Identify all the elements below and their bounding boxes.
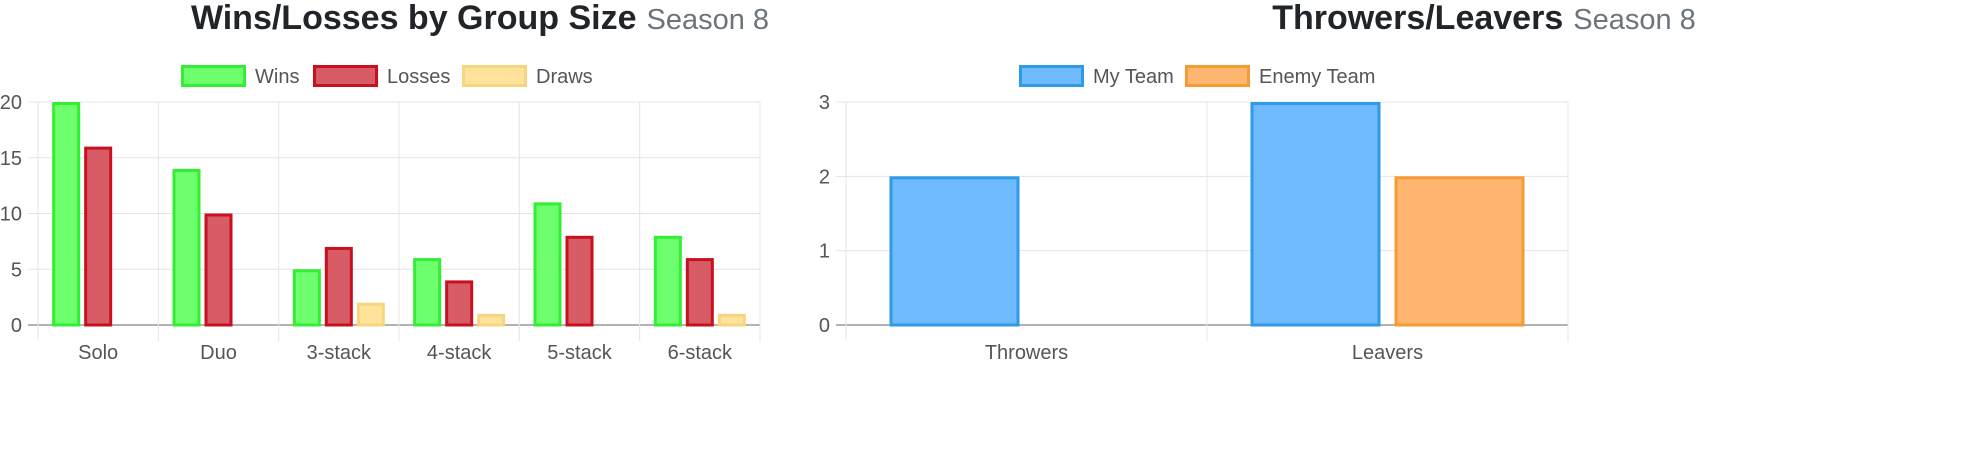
chart-heading: Throwers/Leavers Season 8	[1000, 0, 1968, 43]
x-tick-label-solo: Solo	[78, 342, 118, 364]
bar-losses-solo	[84, 146, 113, 327]
y-tick-label: 0	[11, 315, 22, 337]
throwers-leavers-bar-chart: 0 1 2 3 Throwers Leavers My Team Enemy Team	[819, 65, 1569, 364]
chart-panel-group-size: Wins/Losses by Group Size Season 8 0 5 10 15…	[0, 0, 960, 450]
bar-losses-3-stack	[324, 246, 353, 327]
chart-subtitle: Season 8	[1573, 4, 1696, 36]
y-tick-label: 15	[0, 148, 22, 170]
x-tick-label-throwers: Throwers	[985, 342, 1068, 364]
y-tick-label: 10	[0, 204, 22, 226]
legend-swatch-enemy-team	[1185, 65, 1250, 87]
legend-swatch-draws	[462, 65, 527, 87]
bar-losses-duo	[204, 213, 233, 327]
legend-label-draws: Draws	[536, 66, 593, 88]
bar-wins-3-stack	[292, 269, 321, 327]
y-tick-label: 20	[0, 92, 22, 114]
bar-my-team-leavers	[1250, 102, 1381, 327]
legend-swatch-losses	[313, 65, 378, 87]
chart-panel-throwers-leavers: Throwers/Leavers Season 8 0 1 2 3 Throwers Lea…	[819, 0, 1968, 450]
chart-heading: Wins/Losses by Group Size Season 8	[0, 0, 960, 43]
y-tick-label: 2	[819, 166, 830, 188]
y-tick-label: 1	[819, 241, 830, 263]
x-tick-label-6-stack: 6-stack	[668, 342, 733, 364]
y-tick-label: 5	[11, 259, 22, 281]
legend-label-enemy-team: Enemy Team	[1259, 66, 1375, 88]
bar-draws-4-stack	[477, 313, 506, 327]
bar-losses-6-stack	[685, 258, 714, 327]
bar-draws-3-stack	[356, 302, 385, 327]
legend-label-wins: Wins	[255, 66, 299, 88]
bar-wins-5-stack	[533, 202, 562, 327]
x-tick-label-4-stack: 4-stack	[427, 342, 492, 364]
chart-title: Wins/Losses by Group Size	[190, 0, 637, 37]
x-tick-label-duo: Duo	[200, 342, 237, 364]
bar-losses-4-stack	[445, 280, 474, 327]
bar-wins-4-stack	[413, 258, 442, 327]
legend-swatch-wins	[181, 65, 246, 87]
x-tick-label-5-stack: 5-stack	[547, 342, 612, 364]
y-tick-label: 0	[819, 315, 830, 337]
bar-draws-6-stack	[717, 313, 746, 327]
x-tick-label-3-stack: 3-stack	[307, 342, 372, 364]
bar-wins-6-stack	[653, 235, 682, 327]
bar-my-team-throwers	[889, 176, 1020, 327]
bar-wins-duo	[172, 168, 201, 327]
group-size-bar-chart: 0 5 10 15 20 Solo Duo 3-stack 4-stack 5-stack 6-st…	[0, 65, 761, 364]
bar-losses-5-stack	[565, 235, 594, 327]
y-tick-label: 3	[819, 92, 830, 114]
bar-wins-solo	[52, 102, 81, 327]
legend-swatch-my-team	[1019, 65, 1084, 87]
bar-enemy-team-leavers	[1394, 176, 1525, 327]
legend-label-losses: Losses	[387, 66, 450, 88]
chart-title: Throwers/Leavers	[1272, 0, 1564, 37]
chart-subtitle: Season 8	[646, 4, 770, 36]
x-tick-label-leavers: Leavers	[1352, 342, 1423, 364]
legend-label-my-team: My Team	[1093, 66, 1174, 88]
